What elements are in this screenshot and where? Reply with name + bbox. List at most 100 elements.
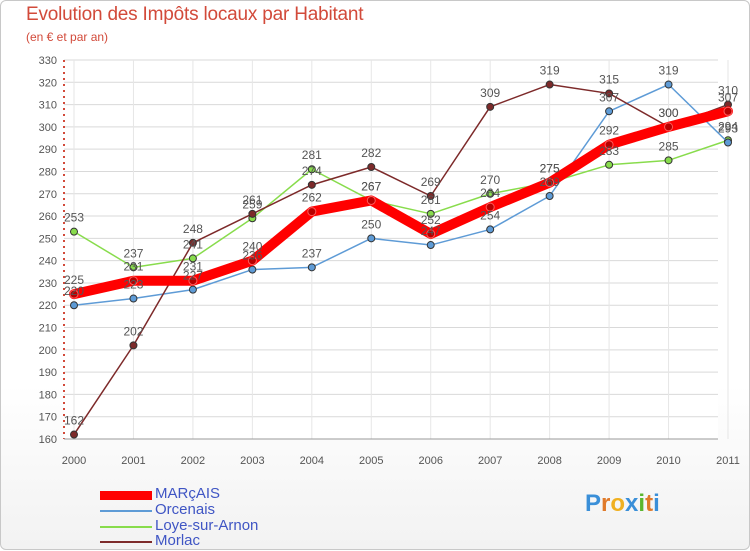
data-label-marcais-2007: 264 xyxy=(480,186,500,200)
data-label-orcenais-2004: 237 xyxy=(302,246,322,260)
data-label-morlac-2011: 310 xyxy=(718,84,738,98)
y-tick-label-220: 220 xyxy=(39,300,57,312)
data-label-morlac-2004: 274 xyxy=(302,164,322,178)
y-tick-label-230: 230 xyxy=(39,278,57,290)
data-point-orcenais-2010 xyxy=(664,80,673,89)
y-tick-label-260: 260 xyxy=(39,211,57,223)
x-tick-label-2007: 2007 xyxy=(478,455,502,467)
data-point-marcais-2004 xyxy=(307,207,317,217)
data-label-orcenais-2005: 250 xyxy=(361,217,381,231)
logo-letter: r xyxy=(601,490,611,517)
data-label-orcenais-2010: 319 xyxy=(659,64,679,78)
data-point-loye-sur-arnon-2010 xyxy=(664,156,673,165)
data-point-morlac-2003 xyxy=(248,209,257,218)
logo-letter: x xyxy=(625,490,639,517)
data-point-orcenais-2008 xyxy=(545,191,554,200)
y-tick-label-190: 190 xyxy=(39,367,57,379)
y-tick-label-290: 290 xyxy=(39,144,57,156)
data-label-marcais-2001: 231 xyxy=(123,260,143,274)
x-tick-label-2004: 2004 xyxy=(300,455,324,467)
chart-title: Evolution des Impôts locaux par Habitant xyxy=(26,4,364,25)
data-label-morlac-2005: 282 xyxy=(361,146,381,160)
x-tick-label-2010: 2010 xyxy=(656,455,680,467)
data-point-loye-sur-arnon-2002 xyxy=(188,254,197,263)
x-tick-label-2001: 2001 xyxy=(121,455,145,467)
data-label-loye-sur-arnon-2010: 285 xyxy=(659,139,679,153)
logo-letter: i xyxy=(638,490,646,517)
data-point-marcais-2011 xyxy=(723,106,733,116)
series-marcais xyxy=(69,106,733,300)
data-point-marcais-2000 xyxy=(69,289,79,299)
x-tick-label-2009: 2009 xyxy=(597,455,621,467)
data-label-marcais-2000: 225 xyxy=(64,273,84,287)
legend-swatch-marcais xyxy=(100,491,152,500)
data-point-marcais-2008 xyxy=(545,178,555,188)
data-label-marcais-2009: 292 xyxy=(599,124,619,138)
data-point-marcais-2007 xyxy=(485,202,495,212)
data-point-orcenais-2006 xyxy=(426,241,435,250)
x-tick-label-2011: 2011 xyxy=(716,455,740,467)
data-point-morlac-2007 xyxy=(486,102,495,111)
data-label-loye-sur-arnon-2006: 261 xyxy=(421,193,441,207)
y-tick-label-180: 180 xyxy=(39,389,57,401)
series-line-marcais xyxy=(69,106,733,300)
data-point-morlac-2001 xyxy=(129,341,138,350)
data-label-orcenais-2002: 227 xyxy=(183,269,203,283)
data-label-marcais-2006: 252 xyxy=(421,213,441,227)
data-point-orcenais-2004 xyxy=(307,263,316,272)
data-point-orcenais-2001 xyxy=(129,294,138,303)
data-point-marcais-2001 xyxy=(128,276,138,286)
legend-swatch-morlac xyxy=(100,541,152,543)
series-line-morlac xyxy=(73,83,729,436)
series-orcenais xyxy=(70,80,732,310)
y-tick-label-160: 160 xyxy=(39,434,57,446)
x-tick-label-2008: 2008 xyxy=(537,455,561,467)
data-label-loye-sur-arnon-2004: 281 xyxy=(302,148,322,162)
data-label-marcais-2011: 307 xyxy=(718,90,738,104)
data-point-orcenais-2011 xyxy=(724,138,732,147)
plot-area xyxy=(64,60,718,439)
data-label-marcais-2010: 300 xyxy=(659,106,679,120)
y-tick-label-280: 280 xyxy=(39,166,57,178)
data-point-orcenais-2000 xyxy=(70,301,78,310)
legend-label-morlac: Morlac xyxy=(155,532,201,549)
logo-letter: t xyxy=(645,490,654,517)
data-point-marcais-2005 xyxy=(366,195,376,205)
x-tick-label-2006: 2006 xyxy=(418,455,442,467)
y-tick-label-270: 270 xyxy=(39,189,57,201)
data-point-loye-sur-arnon-2006 xyxy=(426,209,435,218)
data-point-morlac-2002 xyxy=(188,238,197,247)
data-label-loye-sur-arnon-2011: 294 xyxy=(718,119,738,133)
y-tick-label-300: 300 xyxy=(39,122,57,134)
data-label-morlac-2002: 248 xyxy=(183,222,203,236)
y-tick-label-320: 320 xyxy=(39,77,57,89)
y-tick-label-240: 240 xyxy=(39,256,57,268)
logo-letter: o xyxy=(610,490,626,517)
legend-label-marcais: MARçAIS xyxy=(155,485,221,502)
data-label-loye-sur-arnon-2000: 253 xyxy=(64,211,84,225)
data-point-marcais-2006 xyxy=(426,229,436,239)
data-point-loye-sur-arnon-2007 xyxy=(486,189,495,198)
data-label-loye-sur-arnon-2001: 237 xyxy=(123,246,143,260)
data-point-morlac-2005 xyxy=(367,163,376,172)
data-point-loye-sur-arnon-2001 xyxy=(129,263,138,272)
data-label-orcenais-2006: 247 xyxy=(421,224,441,238)
data-label-morlac-2007: 309 xyxy=(480,86,500,100)
data-label-marcais-2004: 262 xyxy=(302,191,322,205)
y-tick-label-200: 200 xyxy=(39,345,57,357)
data-point-morlac-2000 xyxy=(70,430,78,439)
data-label-loye-sur-arnon-2007: 270 xyxy=(480,173,500,187)
logo-letter: P xyxy=(585,490,602,517)
y-tick-label-170: 170 xyxy=(39,412,57,424)
data-point-loye-sur-arnon-2000 xyxy=(70,227,78,236)
x-tick-label-2003: 2003 xyxy=(240,455,264,467)
series-line-orcenais xyxy=(73,83,729,306)
data-label-orcenais-2009: 307 xyxy=(599,90,619,104)
data-point-loye-sur-arnon-2009 xyxy=(605,160,614,169)
data-point-loye-sur-arnon-2004 xyxy=(307,165,316,174)
data-point-orcenais-2005 xyxy=(367,234,376,243)
y-tick-label-210: 210 xyxy=(39,323,57,335)
legend-swatch-loye-sur-arnon xyxy=(100,526,152,528)
data-label-marcais-2005: 267 xyxy=(361,179,381,193)
data-point-morlac-2006 xyxy=(426,191,435,200)
